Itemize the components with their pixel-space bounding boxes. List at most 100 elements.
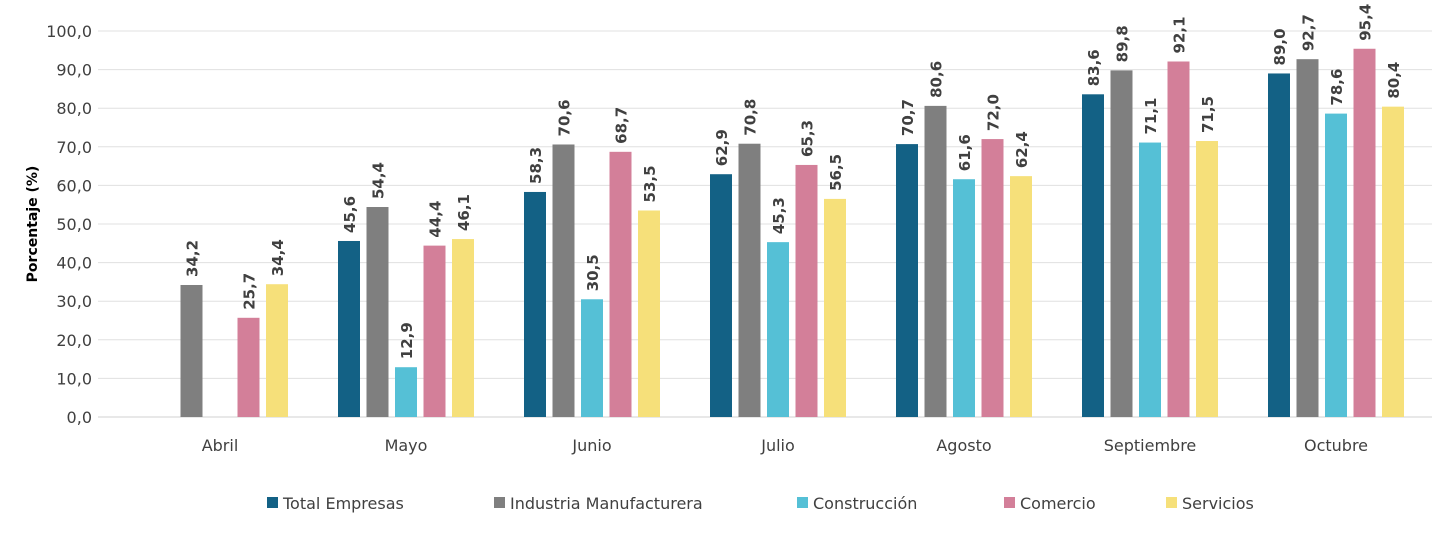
legend-swatch (797, 497, 808, 508)
bar (638, 210, 660, 417)
y-tick-label: 100,0 (46, 22, 92, 41)
data-label: 95,4 (1357, 4, 1375, 41)
data-label: 30,5 (584, 254, 602, 291)
gridlines (98, 30, 1432, 418)
legend-item: Construcción (797, 494, 917, 513)
data-label: 70,8 (742, 99, 760, 136)
bar (237, 317, 260, 417)
legend-swatch (1004, 497, 1015, 508)
x-tick-label: Septiembre (1104, 436, 1197, 455)
data-label: 44,4 (427, 201, 445, 238)
bar (1010, 176, 1032, 417)
y-tick-label: 30,0 (56, 292, 92, 311)
data-label: 70,7 (899, 99, 917, 136)
bar (180, 284, 203, 417)
bar (1082, 94, 1104, 417)
legend-item: Total Empresas (267, 494, 404, 513)
y-tick-label: 40,0 (56, 254, 92, 273)
legend-label: Construcción (813, 494, 917, 513)
data-label: 62,9 (713, 129, 731, 166)
bar (1353, 48, 1376, 417)
bar (395, 367, 417, 417)
bar (1110, 70, 1133, 417)
y-tick-label: 0,0 (67, 408, 92, 427)
y-tick-label: 20,0 (56, 331, 92, 350)
y-tick-label: 80,0 (56, 99, 92, 118)
x-tick-label: Octubre (1304, 436, 1368, 455)
data-label: 80,6 (928, 61, 946, 98)
y-tick-label: 90,0 (56, 61, 92, 80)
legend-label: Servicios (1182, 494, 1254, 513)
y-tick-label: 50,0 (56, 215, 92, 234)
data-label: 92,7 (1300, 14, 1318, 51)
y-tick-label: 70,0 (56, 138, 92, 157)
x-tick-label: Junio (571, 436, 611, 455)
data-label: 45,3 (770, 197, 788, 234)
data-label: 92,1 (1171, 16, 1189, 53)
bar (1382, 106, 1404, 417)
data-label: 56,5 (827, 154, 845, 191)
bar (1296, 59, 1319, 417)
data-label: 45,6 (341, 196, 359, 233)
legend-label: Total Empresas (282, 494, 404, 513)
x-tick-label: Agosto (936, 436, 991, 455)
x-axis-ticks: Abril Mayo Junio Julio Agosto Septiembre Octub… (202, 436, 1368, 455)
data-label: 72,0 (985, 94, 1003, 131)
data-label: 89,0 (1271, 28, 1289, 65)
data-label: 25,7 (241, 273, 259, 310)
data-label: 78,6 (1328, 69, 1346, 106)
x-tick-label: Abril (202, 436, 239, 455)
bar (552, 144, 575, 417)
bar (366, 207, 389, 417)
bar (1196, 141, 1218, 417)
bar (452, 239, 474, 417)
bar (581, 299, 603, 417)
legend-swatch (267, 497, 278, 508)
legend-swatch (1166, 497, 1177, 508)
legend: Total Empresas Industria Manufacturera Con… (267, 494, 1254, 513)
bar (524, 191, 546, 417)
bar (1167, 61, 1190, 418)
data-label: 89,8 (1114, 25, 1132, 62)
bars: 34,2 25,7 34,4 45,6 54,4 12,9 44,4 46,1 58,3 70,6… (180, 4, 1404, 418)
legend-item: Comercio (1004, 494, 1096, 513)
y-axis-ticks: 0,0 10,0 20,0 30,0 40,0 50,0 60,0 70,0 80,0 90,0 1… (46, 22, 92, 427)
bar (767, 242, 789, 417)
data-label: 12,9 (398, 322, 416, 359)
legend-label: Industria Manufacturera (510, 494, 703, 513)
data-label: 65,3 (799, 120, 817, 157)
legend-item: Servicios (1166, 494, 1254, 513)
data-label: 62,4 (1013, 131, 1031, 168)
bar (266, 284, 288, 417)
bar (896, 144, 918, 417)
data-label: 68,7 (613, 107, 631, 144)
bar (710, 174, 732, 417)
bar (1268, 73, 1290, 418)
data-label: 58,3 (527, 147, 545, 184)
y-tick-label: 10,0 (56, 369, 92, 388)
bar (338, 240, 360, 417)
legend-swatch (494, 497, 505, 508)
data-label: 53,5 (641, 165, 659, 202)
legend-item: Industria Manufacturera (494, 494, 703, 513)
bar (924, 105, 947, 417)
x-tick-label: Julio (760, 436, 795, 455)
bar (423, 245, 446, 417)
bar (981, 139, 1004, 417)
data-label: 34,2 (184, 240, 202, 277)
data-label: 61,6 (956, 134, 974, 171)
x-tick-label: Mayo (385, 436, 428, 455)
data-label: 71,5 (1199, 96, 1217, 133)
bar (609, 151, 632, 417)
bar (1325, 113, 1347, 417)
data-label: 70,6 (556, 99, 574, 136)
y-axis-title: Porcentaje (%) (25, 166, 41, 283)
data-label: 80,4 (1385, 62, 1403, 99)
data-label: 54,4 (370, 162, 388, 199)
bar (738, 143, 761, 417)
bar (953, 179, 975, 417)
bar (824, 198, 846, 417)
data-label: 71,1 (1142, 98, 1160, 135)
data-label: 34,4 (269, 239, 287, 276)
